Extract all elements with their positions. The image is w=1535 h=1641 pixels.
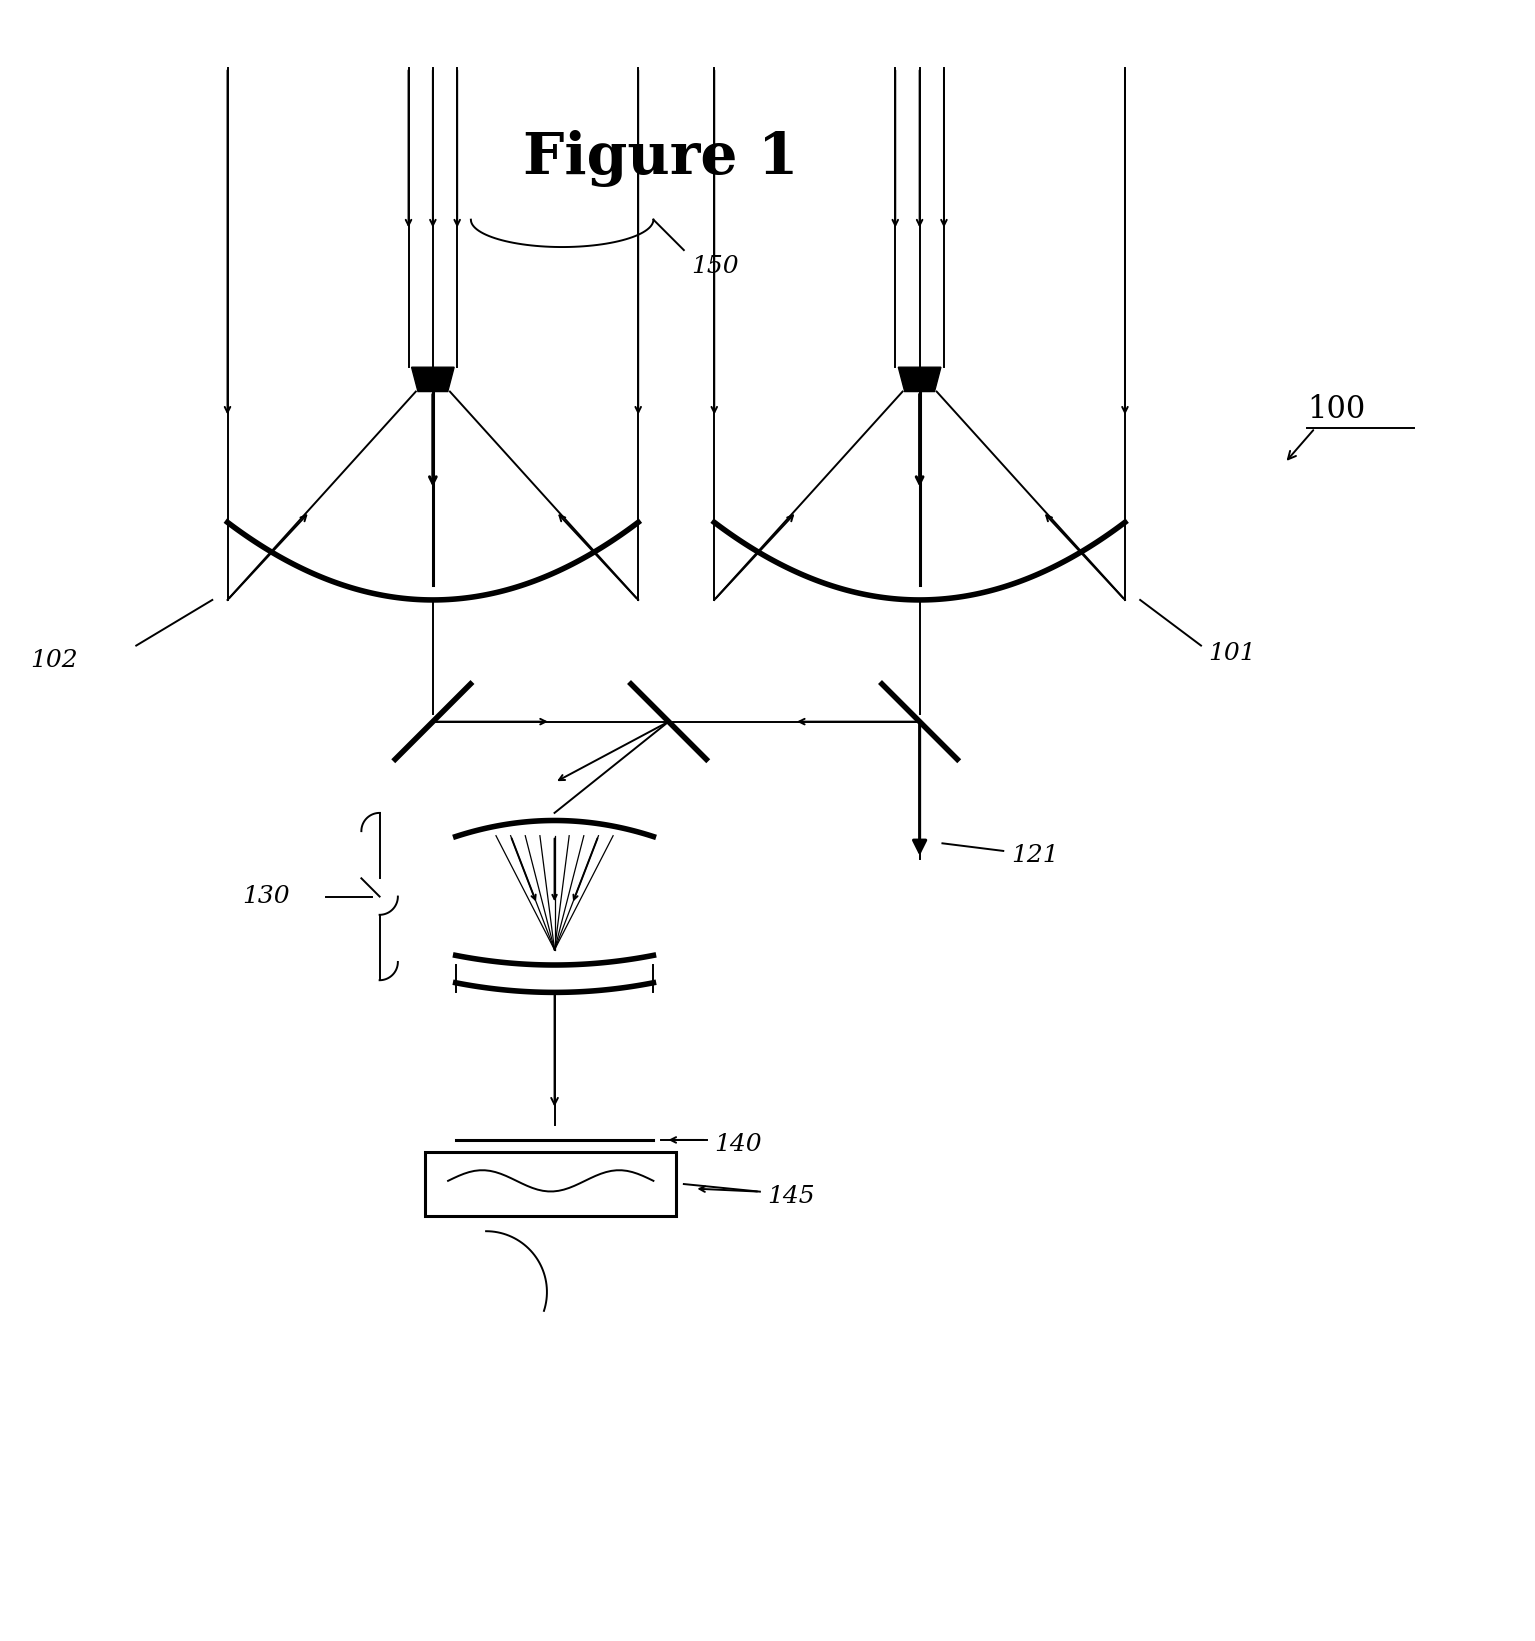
- Text: 102: 102: [29, 650, 77, 673]
- Text: 145: 145: [768, 1185, 815, 1208]
- FancyBboxPatch shape: [425, 1152, 677, 1216]
- Text: 150: 150: [691, 254, 738, 277]
- Polygon shape: [898, 368, 941, 392]
- Text: Figure 1: Figure 1: [523, 130, 798, 187]
- Text: 121: 121: [1012, 843, 1059, 866]
- Text: 100: 100: [1308, 394, 1366, 425]
- Text: 101: 101: [1208, 642, 1256, 665]
- Polygon shape: [411, 368, 454, 392]
- Text: 140: 140: [714, 1132, 761, 1155]
- Text: 130: 130: [243, 884, 290, 907]
